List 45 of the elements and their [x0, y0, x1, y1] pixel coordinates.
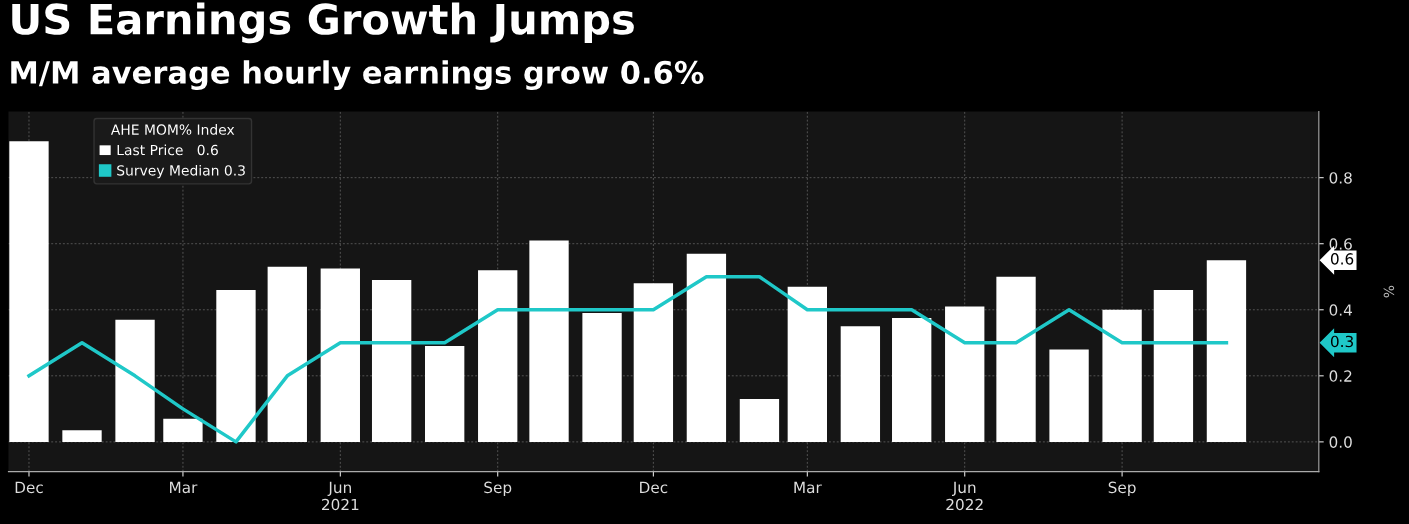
x-tick-label: Mar: [794, 481, 822, 494]
bar: [686, 253, 727, 442]
bar: [62, 430, 102, 442]
y-tick-label: 0.8: [1329, 172, 1352, 184]
bar: [163, 418, 203, 442]
x-tick-label: Dec: [15, 481, 43, 494]
bar: [1049, 349, 1089, 442]
line-series: [27, 275, 1229, 444]
x-tick-label: Mar: [170, 481, 198, 494]
y-tick-label: 0.6: [1329, 238, 1352, 250]
bar: [267, 266, 307, 442]
x-tick-label: Sep: [1108, 481, 1136, 497]
bar: [739, 398, 780, 442]
legend-title: AHE MOM% Index: [110, 124, 235, 135]
bar: [1102, 309, 1142, 442]
bar: [115, 319, 155, 442]
chart-title: US Earnings Growth Jumps: [12, 2, 634, 44]
bar: [529, 240, 569, 442]
x-tick-label: Dec: [640, 481, 668, 494]
y-tick-label: 0.4: [1329, 304, 1352, 316]
bar: [425, 346, 465, 442]
bar: [371, 280, 412, 442]
bar: [996, 276, 1036, 442]
bar: [1206, 260, 1247, 442]
bar: [633, 283, 674, 442]
bar: [320, 268, 360, 442]
x-tick-label: Jun 2022: [946, 481, 983, 511]
bar: [840, 326, 881, 442]
y-tick-label: 0.2: [1329, 370, 1352, 382]
y-axis-title: %: [1383, 285, 1395, 298]
legend-label: Last Price 0.6: [117, 144, 218, 156]
bar: [892, 318, 932, 442]
bar: [478, 270, 518, 442]
text: 0.3: [1330, 335, 1354, 348]
y-tick-label: 0.0: [1329, 436, 1352, 448]
bar: [582, 313, 622, 442]
bar: [787, 286, 828, 442]
chart-subtitle: M/M average hourly earnings grow 0.6%: [11, 60, 704, 91]
x-tick-label: Sep: [484, 481, 512, 497]
x-tick-label: Jun 2021: [322, 481, 359, 511]
bar: [216, 289, 256, 442]
bar: [945, 306, 985, 442]
bar: [1153, 289, 1194, 442]
legend-label: Survey Median 0.3: [117, 164, 245, 179]
bar: [9, 141, 49, 442]
